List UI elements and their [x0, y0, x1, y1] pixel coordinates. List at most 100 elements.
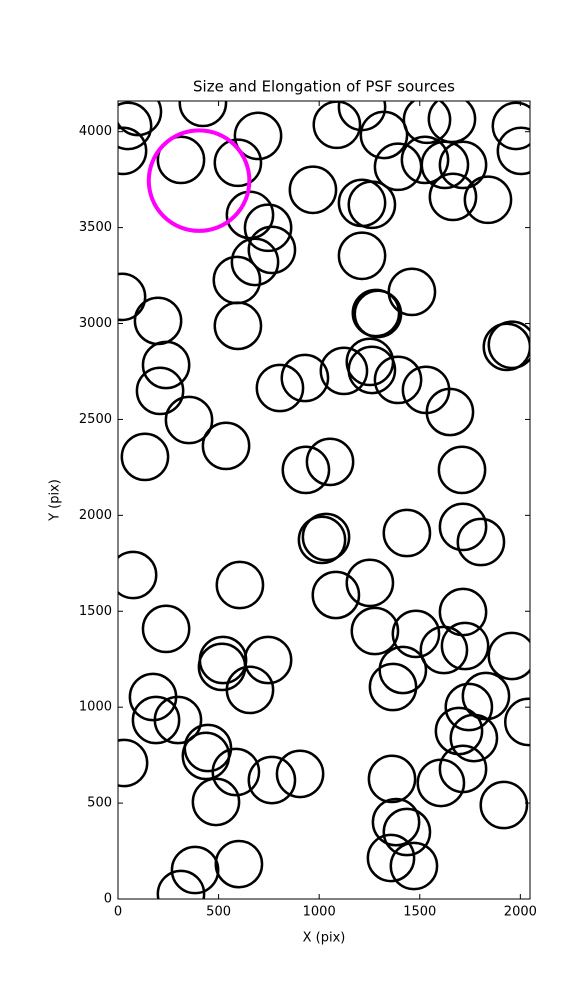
- source-ellipse: [345, 558, 395, 608]
- source-ellipse: [391, 609, 441, 659]
- source-ellipse: [141, 340, 191, 390]
- source-ellipse: [438, 587, 488, 637]
- source-ellipse: [400, 135, 450, 185]
- source-ellipse: [178, 101, 228, 128]
- source-ellipse: [420, 140, 470, 190]
- source-ellipse: [233, 111, 283, 161]
- source-ellipse: [437, 445, 487, 495]
- source-ellipse: [496, 126, 530, 176]
- source-ellipse: [215, 560, 265, 610]
- x-tick-label: 1000: [303, 905, 336, 920]
- source-ellipse: [311, 570, 361, 620]
- source-ellipse: [504, 697, 530, 747]
- source-ellipse: [347, 345, 397, 395]
- source-ellipse: [347, 180, 397, 230]
- source-ellipse: [479, 780, 529, 830]
- source-ellipse: [449, 713, 499, 763]
- source-ellipse: [444, 682, 494, 732]
- source-ellipse: [211, 747, 261, 797]
- y-tick-label: 3500: [79, 220, 112, 235]
- source-ellipse: [280, 353, 330, 403]
- source-ellipse: [156, 869, 206, 899]
- source-ellipse: [382, 807, 432, 857]
- plot-frame: [117, 100, 531, 900]
- source-ellipse: [214, 839, 264, 889]
- source-ellipse: [164, 395, 214, 445]
- source-ellipse: [402, 101, 452, 145]
- source-ellipse: [373, 355, 423, 405]
- source-ellipse: [131, 695, 181, 745]
- source-ellipse: [389, 841, 439, 891]
- source-ellipse: [243, 203, 293, 253]
- source-ellipse: [213, 138, 263, 188]
- source-ellipse: [319, 346, 369, 396]
- x-axis-label: X (pix): [303, 931, 346, 946]
- source-ellipse: [120, 432, 170, 482]
- y-tick-label: 4000: [79, 124, 112, 139]
- source-ellipse: [438, 502, 488, 552]
- source-ellipse: [353, 289, 403, 339]
- source-ellipse: [366, 833, 416, 883]
- source-ellipse: [225, 665, 275, 715]
- source-ellipse: [247, 225, 297, 275]
- source-ellipse: [118, 738, 149, 788]
- source-ellipse: [487, 320, 530, 370]
- source-ellipse: [281, 445, 331, 495]
- source-ellipse: [440, 621, 490, 671]
- source-ellipse: [337, 231, 387, 281]
- source-ellipse: [213, 301, 263, 351]
- source-ellipse: [118, 101, 163, 137]
- source-ellipse: [456, 517, 506, 567]
- y-tick-label: 1000: [79, 700, 112, 715]
- source-ellipse: [118, 126, 148, 176]
- source-ellipse: [438, 140, 488, 190]
- x-tick-label: 1500: [403, 905, 436, 920]
- source-ellipse: [135, 366, 185, 416]
- y-tick-label: 2500: [79, 412, 112, 427]
- source-ellipse: [350, 606, 400, 656]
- source-ellipse: [312, 101, 362, 150]
- chart-title: Size and Elongation of PSF sources: [193, 78, 455, 96]
- source-ellipse: [371, 797, 421, 847]
- source-ellipse: [463, 175, 513, 225]
- source-ellipse: [359, 110, 409, 160]
- source-ellipse: [297, 515, 347, 565]
- source-ellipse: [146, 128, 252, 233]
- source-ellipse: [368, 662, 418, 712]
- source-ellipse: [243, 635, 293, 685]
- source-ellipse: [288, 165, 338, 215]
- source-ellipse: [428, 172, 478, 222]
- source-ellipse: [434, 706, 484, 756]
- y-tick-label: 500: [87, 796, 112, 811]
- x-tick-label: 0: [114, 905, 122, 920]
- source-ellipse: [153, 695, 203, 745]
- source-ellipse: [438, 744, 488, 794]
- source-ellipse: [367, 754, 417, 804]
- source-ellipse: [191, 777, 241, 827]
- source-ellipse: [230, 237, 280, 287]
- y-tick-label: 3000: [79, 316, 112, 331]
- source-ellipse: [255, 363, 305, 413]
- source-ellipse: [156, 135, 206, 185]
- plot-marks: [118, 101, 530, 899]
- y-tick-label: 0: [104, 892, 112, 907]
- source-ellipse: [275, 749, 325, 799]
- source-ellipse: [247, 755, 297, 805]
- x-tick-label: 2000: [504, 905, 537, 920]
- source-ellipse: [387, 267, 437, 317]
- source-ellipse: [491, 101, 530, 151]
- source-ellipse: [487, 631, 530, 681]
- y-tick-label: 1500: [79, 604, 112, 619]
- source-ellipse: [181, 731, 231, 781]
- source-ellipse: [201, 421, 251, 471]
- source-ellipse: [118, 101, 153, 151]
- source-ellipse: [118, 550, 158, 600]
- source-ellipse: [425, 387, 475, 437]
- source-ellipse: [305, 437, 355, 487]
- source-ellipse: [170, 845, 220, 895]
- source-ellipse: [482, 322, 530, 372]
- y-tick-label: 2000: [79, 508, 112, 523]
- y-axis-label: Y (pix): [48, 479, 63, 522]
- source-ellipse: [141, 604, 191, 654]
